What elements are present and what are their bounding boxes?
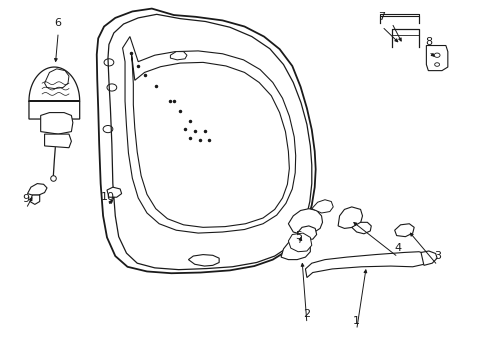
Polygon shape [122, 37, 295, 233]
Polygon shape [394, 224, 413, 237]
Text: 3: 3 [433, 251, 440, 261]
Text: 1: 1 [352, 316, 360, 325]
Polygon shape [170, 51, 186, 60]
Text: 2: 2 [303, 309, 310, 319]
Text: 5: 5 [295, 231, 302, 241]
Text: 9: 9 [22, 194, 30, 204]
Polygon shape [305, 252, 428, 278]
Polygon shape [108, 14, 311, 270]
Polygon shape [30, 195, 40, 204]
Polygon shape [297, 226, 316, 239]
Polygon shape [420, 251, 436, 265]
Polygon shape [337, 207, 362, 228]
Polygon shape [311, 200, 332, 213]
Text: 10: 10 [101, 192, 115, 202]
Text: 6: 6 [55, 18, 61, 28]
Polygon shape [97, 9, 315, 273]
Polygon shape [281, 239, 310, 260]
Polygon shape [188, 255, 219, 266]
Polygon shape [41, 113, 73, 134]
Polygon shape [288, 209, 322, 234]
Polygon shape [44, 69, 69, 89]
Polygon shape [29, 67, 80, 119]
Polygon shape [44, 134, 71, 148]
Polygon shape [351, 222, 370, 234]
Text: 8: 8 [425, 37, 431, 47]
Polygon shape [288, 233, 311, 252]
Polygon shape [131, 53, 289, 227]
Polygon shape [27, 184, 47, 195]
Text: 7: 7 [378, 12, 385, 22]
Polygon shape [426, 45, 447, 71]
Polygon shape [107, 187, 122, 197]
Text: 4: 4 [394, 243, 401, 253]
